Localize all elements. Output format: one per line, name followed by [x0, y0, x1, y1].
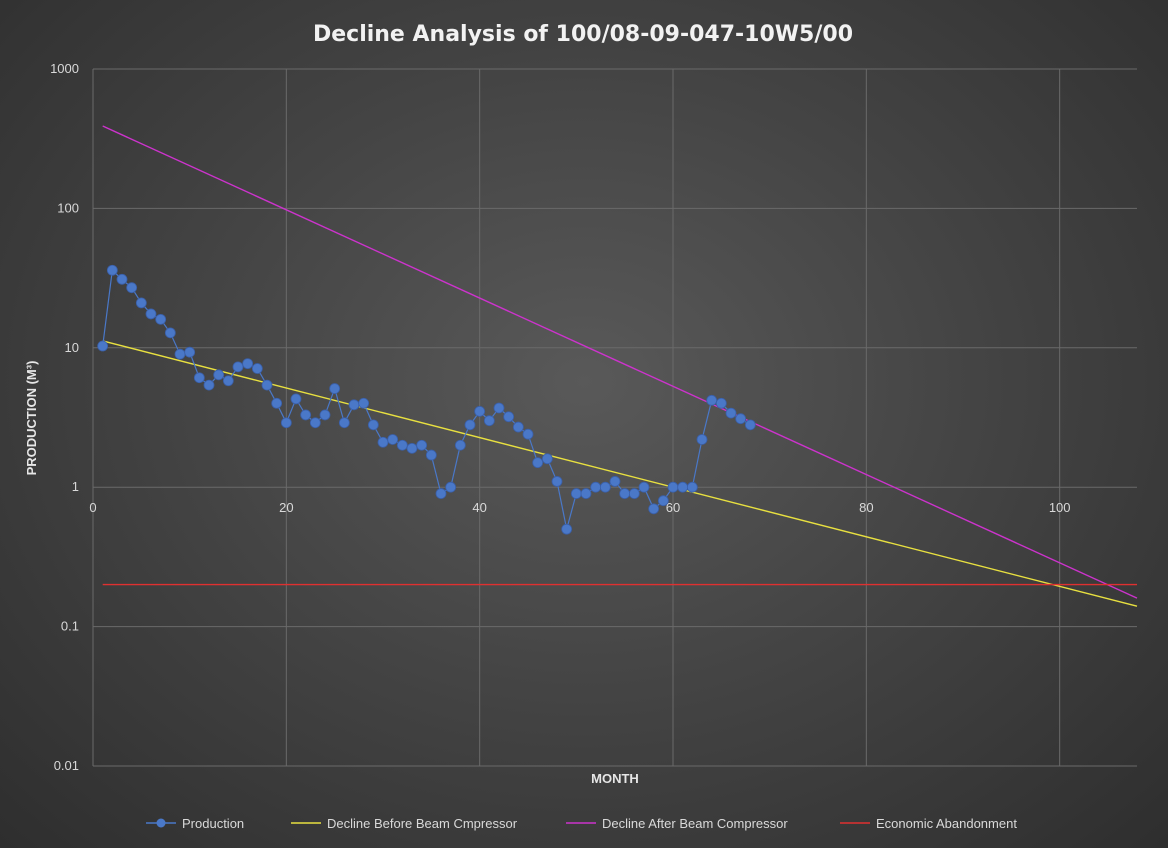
production-point [599, 481, 611, 493]
x-tick-label: 60 [666, 500, 680, 515]
production-point [580, 488, 592, 499]
production-point [648, 503, 660, 515]
production-point [251, 363, 263, 374]
production-point [512, 421, 524, 433]
production-point [425, 449, 437, 461]
x-tick-label: 40 [472, 500, 486, 515]
production-point [348, 399, 360, 411]
legend: Production Decline Before Beam Cmpressor D… [146, 816, 1017, 831]
production-point [454, 439, 466, 451]
production-point [280, 417, 292, 429]
production-point [309, 417, 321, 429]
production-point [126, 282, 138, 294]
x-tick-label: 20 [279, 500, 293, 515]
production-point [222, 375, 234, 387]
production-point [145, 308, 157, 320]
production-point [483, 415, 495, 427]
y-tick-label: 1000 [50, 61, 79, 76]
production-point [474, 405, 486, 417]
production-point [744, 419, 756, 431]
production-point [271, 397, 283, 409]
production-point [464, 419, 476, 431]
grid [92, 68, 1137, 767]
production-point [338, 417, 350, 429]
production-point [667, 481, 679, 493]
decline-after-beam-compressor-line [102, 125, 1138, 599]
production-point [164, 327, 176, 339]
production-point [261, 379, 273, 391]
production-point [686, 481, 698, 493]
production-point [638, 481, 650, 493]
production-point [184, 346, 196, 358]
plot-area [97, 125, 1138, 607]
production-point [319, 409, 331, 421]
production-point [193, 372, 205, 384]
production-point [435, 488, 447, 499]
production-point [97, 340, 109, 352]
production-point [300, 409, 312, 421]
production-point [203, 379, 215, 391]
production-point [116, 273, 128, 285]
production-point [561, 523, 573, 535]
production-point [106, 264, 118, 276]
production-point [551, 476, 563, 487]
production-point [706, 394, 718, 406]
production-point [416, 439, 428, 451]
x-tick-label: 100 [1049, 500, 1071, 515]
legend-label: Decline Before Beam Cmpressor [327, 816, 518, 831]
production-point [657, 495, 669, 507]
legend-marker [156, 818, 166, 828]
production-point [358, 397, 370, 409]
production-point [377, 436, 389, 448]
production-point [725, 407, 737, 419]
production-point [213, 369, 225, 381]
x-axis-ticks: 0 20 40 60 80 100 [89, 500, 1070, 515]
production-point [522, 428, 534, 440]
production-point [541, 453, 553, 465]
production-line [102, 269, 751, 530]
production-point [329, 383, 341, 394]
chart-title: Decline Analysis of 100/08-09-047-10W5/0… [313, 22, 853, 47]
production-point [677, 481, 689, 493]
y-tick-label: 0.1 [61, 619, 79, 634]
production-point [715, 397, 727, 409]
decline-before-beam-cmpressor-line [102, 340, 1138, 607]
production-point [696, 434, 708, 445]
production-point [232, 361, 244, 373]
production-point [503, 411, 515, 423]
production-point [155, 313, 167, 325]
production-point [174, 348, 186, 360]
production-point [628, 488, 640, 499]
x-tick-label: 0 [89, 500, 96, 515]
legend-label: Decline After Beam Compressor [602, 816, 788, 831]
production-point [242, 358, 254, 370]
x-tick-label: 80 [859, 500, 873, 515]
production-point [532, 457, 544, 469]
y-tick-label: 100 [57, 200, 79, 215]
production-point [735, 413, 747, 425]
y-tick-label: 0.01 [54, 758, 79, 773]
legend-label: Economic Abandonment [876, 816, 1017, 831]
production-point [406, 442, 418, 454]
production-point [367, 419, 379, 431]
production-point [619, 488, 631, 499]
production-point [396, 439, 408, 451]
production-point [609, 476, 621, 487]
production-point [570, 488, 582, 499]
production-point [590, 481, 602, 493]
x-axis-title: MONTH [591, 771, 639, 786]
production-point [493, 402, 505, 414]
y-axis-ticks: 1000 100 10 1 0.1 0.01 [50, 61, 79, 773]
y-axis-title: PRODUCTION (M³) [24, 361, 39, 476]
production-point [135, 297, 147, 309]
production-point [387, 434, 399, 445]
y-tick-label: 10 [65, 340, 79, 355]
production-point [290, 393, 302, 405]
production-point [445, 481, 457, 493]
y-tick-label: 1 [72, 479, 79, 494]
legend-label: Production [182, 816, 244, 831]
